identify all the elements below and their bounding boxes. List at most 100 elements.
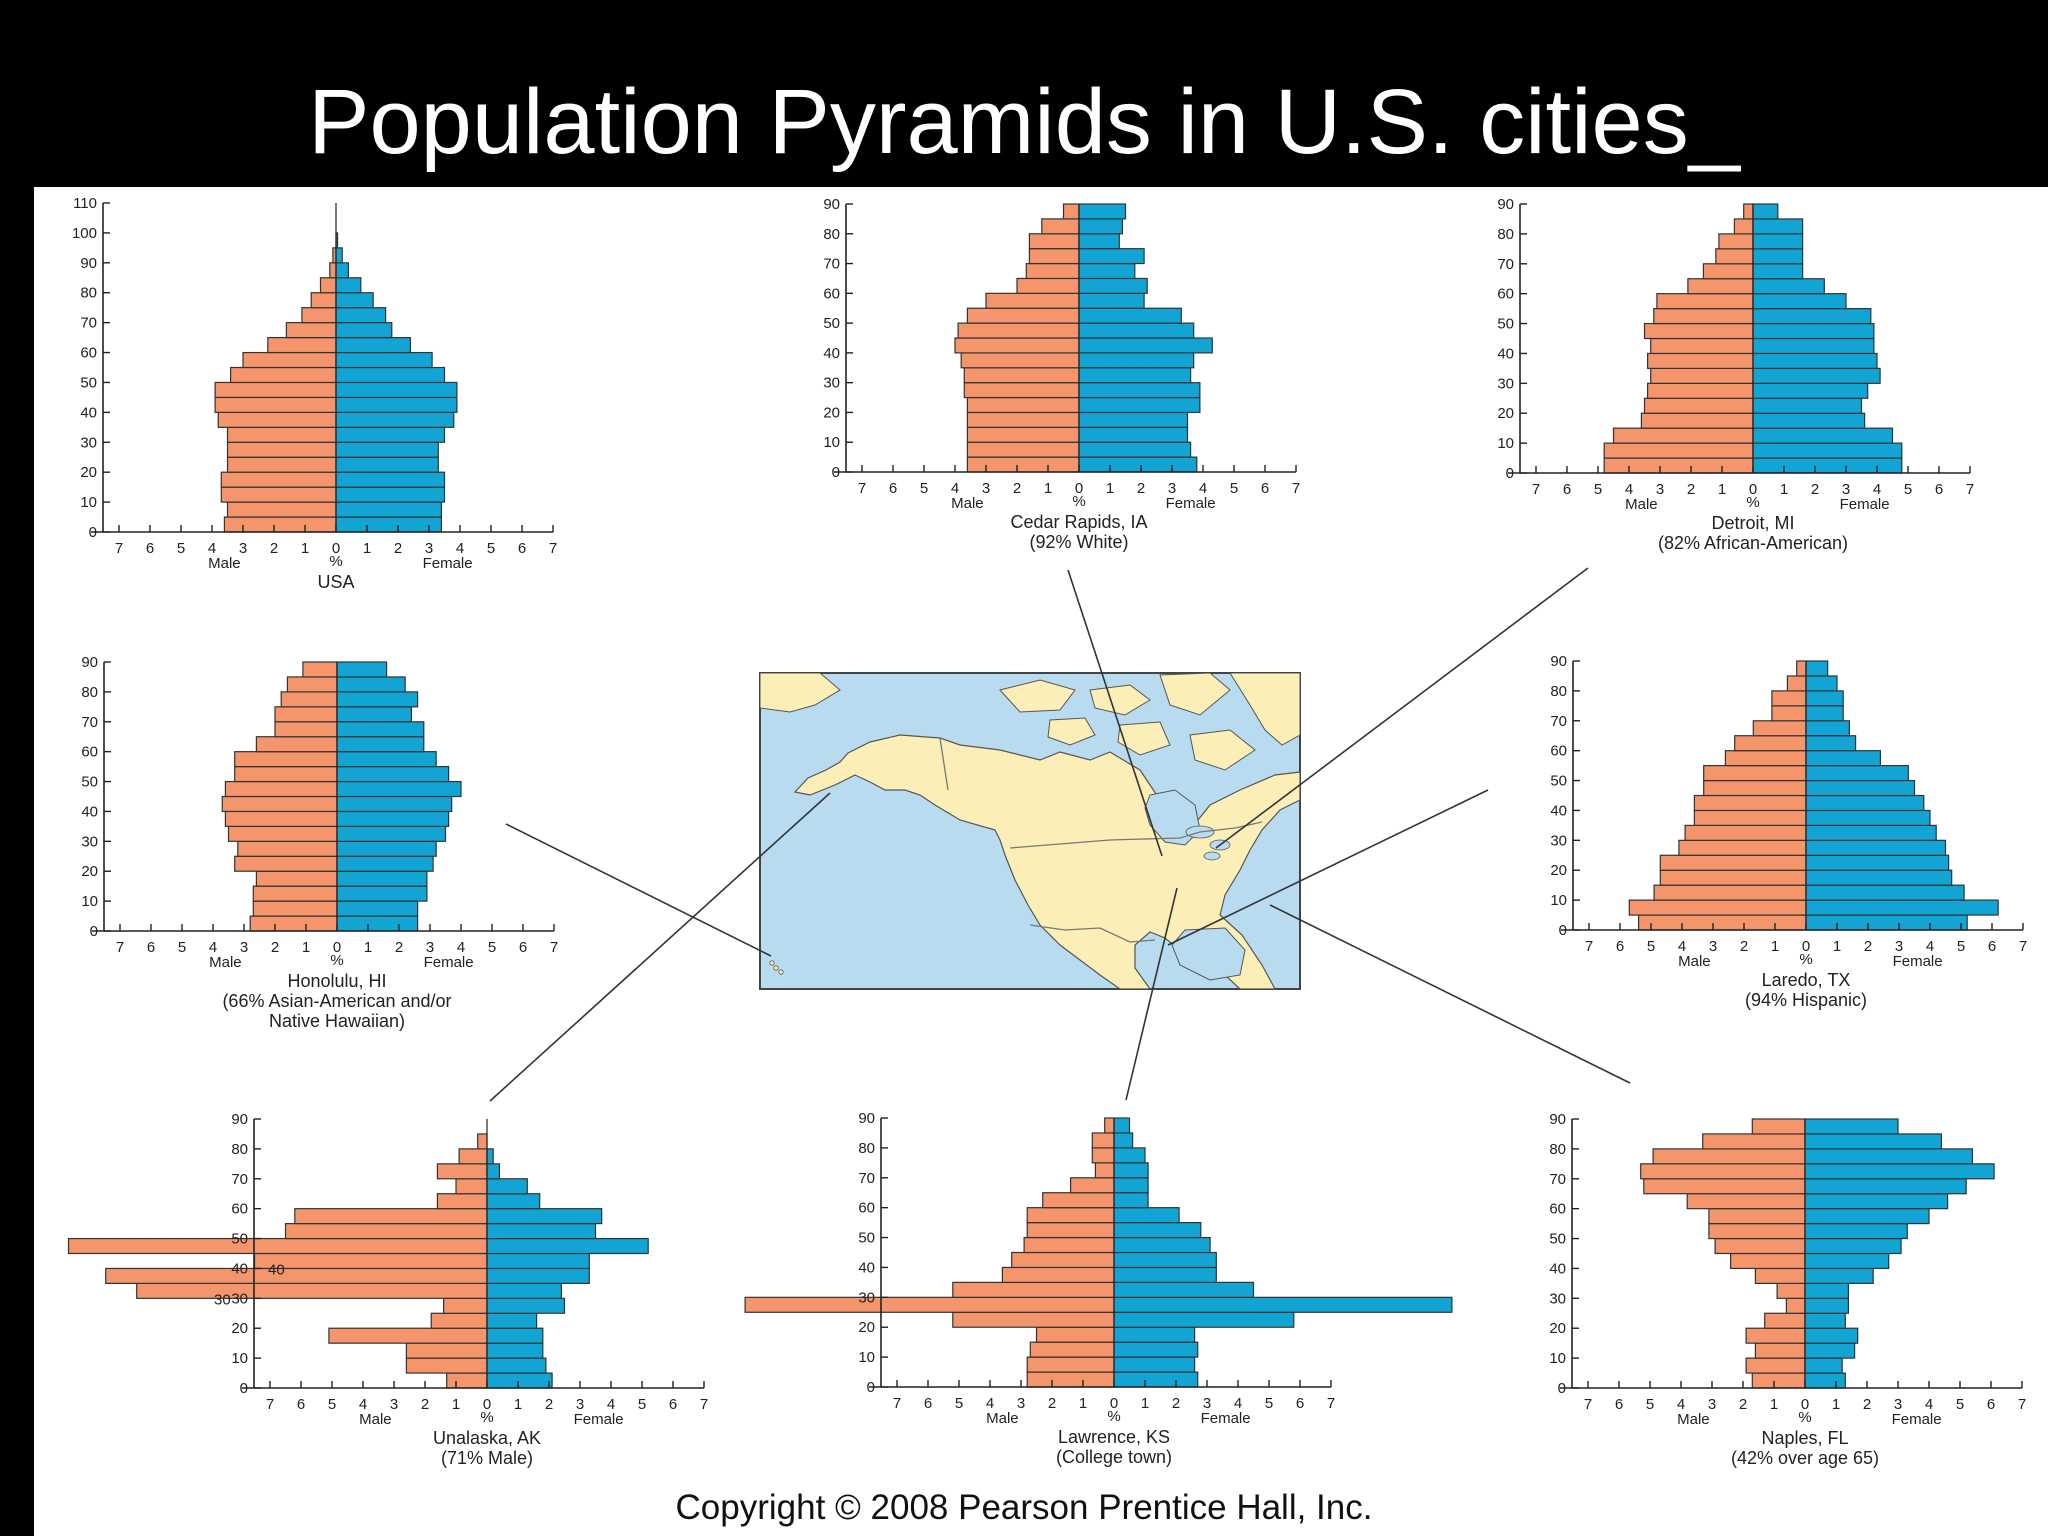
male-bar [249, 915, 338, 932]
female-bar [486, 1267, 590, 1284]
female-bar [1804, 1342, 1856, 1359]
male-bar [1029, 1341, 1115, 1358]
female-bar [1078, 218, 1124, 235]
female-bar [486, 1237, 649, 1255]
y-tick-label: 50 [823, 315, 840, 332]
male-bar [1001, 1266, 1115, 1283]
connector-line [1215, 567, 1589, 849]
y-tick-label: 40 [1549, 1260, 1566, 1277]
female-bar [1804, 1237, 1902, 1255]
male-bar [1754, 1267, 1806, 1284]
x-tick-label: 7 [2018, 1396, 2026, 1413]
y-tick-label: 90 [80, 255, 97, 272]
x-tick-label: 3 [1708, 1396, 1716, 1413]
male-bar [1796, 660, 1807, 677]
male-bar [1743, 203, 1754, 220]
male-axis-label: Male [1677, 1411, 1710, 1428]
female-bar [486, 1297, 566, 1314]
x-tick-label: 2 [1137, 480, 1145, 497]
male-bar [1764, 1312, 1806, 1329]
male-bar [310, 292, 337, 309]
female-bar [1078, 307, 1182, 324]
male-bar [1637, 914, 1807, 931]
connector-line [1125, 887, 1178, 1101]
male-bar [1646, 352, 1754, 369]
male-bar [214, 381, 337, 399]
y-tick-label: 90 [1550, 653, 1567, 670]
y-tick-label: 40 [231, 1260, 248, 1277]
female-bar [1078, 337, 1213, 354]
y-tick-label: 70 [1550, 713, 1567, 730]
x-tick-label: 5 [638, 1396, 646, 1413]
male-bar [1653, 884, 1807, 901]
y-tick-label: 30 [80, 434, 97, 451]
arctic-island [1117, 721, 1171, 756]
x-tick-label: 6 [519, 939, 527, 956]
male-bar [267, 336, 337, 354]
male-bar [217, 411, 337, 428]
x-tick-label: 7 [1584, 1396, 1592, 1413]
male-bar [966, 307, 1080, 324]
x-tick-label: 4 [986, 1395, 994, 1412]
male-bar [1718, 233, 1754, 250]
y-tick-label: 40 [81, 803, 98, 820]
x-tick-label: 3 [426, 939, 434, 956]
x-tick-label: 6 [1261, 480, 1269, 497]
y-tick-label: 0 [240, 1380, 248, 1397]
male-bar [319, 277, 337, 294]
y-tick-label: 90 [858, 1110, 875, 1127]
y-tick-label: 40 [1550, 802, 1567, 819]
female-bar [335, 292, 374, 309]
y-tick-label: 70 [81, 714, 98, 731]
female-bar [1078, 292, 1145, 309]
male-bar [1035, 1326, 1115, 1343]
x-tick-label: 0 [1801, 1396, 1809, 1413]
x-tick-label: 6 [147, 939, 155, 956]
male-bar [253, 1252, 488, 1270]
male-bar [1708, 1208, 1806, 1225]
male-bar [1643, 397, 1754, 414]
male-bar [1745, 1357, 1806, 1374]
figure-panel: 0 10 20 30 40 50 60 70 80 90 100 110 7 6 5 4 3 2 1 0 1 2 3 4 5 6 7… [34, 187, 2048, 1536]
male-bar [302, 661, 338, 678]
female-bar [1805, 675, 1838, 692]
female-bar [1752, 263, 1804, 280]
x-tick-label: 2 [270, 540, 278, 557]
x-tick-label: 4 [1926, 938, 1934, 955]
male-bar [252, 900, 338, 917]
x-tick-label: 4 [456, 540, 464, 557]
x-tick-label: 5 [488, 939, 496, 956]
male-bar [1643, 322, 1754, 340]
female-bar [336, 706, 413, 723]
female-bar [1805, 824, 1937, 841]
female-bar [336, 780, 462, 798]
y-tick-label: 30 [1550, 832, 1567, 849]
x-tick-label: 3 [239, 540, 247, 557]
female-bar [335, 426, 446, 443]
male-bar [1026, 1371, 1115, 1388]
male-bar [1733, 218, 1754, 235]
female-bar [1078, 277, 1148, 294]
male-bar [1653, 308, 1754, 325]
female-bar [336, 661, 388, 678]
male-bar [234, 855, 338, 872]
x-tick-label: 1 [1771, 938, 1779, 955]
male-bar [328, 1327, 488, 1344]
female-bar [1078, 456, 1198, 473]
x-tick-label: 4 [209, 939, 217, 956]
x-tick-label: 5 [1646, 1396, 1654, 1413]
male-bar [1702, 1133, 1806, 1150]
x-tick-label: 6 [1616, 938, 1624, 955]
female-bar [1804, 1148, 1973, 1165]
x-tick-label: 2 [545, 1396, 553, 1413]
female-bar [1078, 411, 1189, 428]
male-bar [966, 396, 1080, 414]
male-bar [1062, 203, 1080, 220]
x-tick-label: 1 [1079, 1395, 1087, 1412]
x-tick-label: 4 [1678, 938, 1686, 955]
female-bar [1752, 337, 1875, 355]
y-tick-label: 50 [80, 374, 97, 391]
male-bar [952, 1311, 1115, 1328]
